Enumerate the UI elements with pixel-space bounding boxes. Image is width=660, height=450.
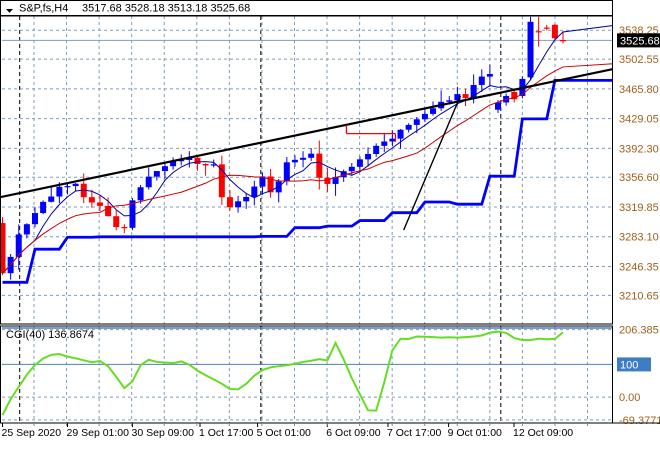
svg-text:7 Oct 17:00: 7 Oct 17:00 xyxy=(387,427,441,439)
svg-text:3392.30: 3392.30 xyxy=(619,143,659,155)
svg-text:3319.85: 3319.85 xyxy=(619,202,659,214)
svg-text:S&P,fs,H4: S&P,fs,H4 xyxy=(19,3,68,15)
svg-text:6 Oct 09:00: 6 Oct 09:00 xyxy=(326,427,380,439)
svg-text:3465.80: 3465.80 xyxy=(619,84,659,96)
svg-text:0.00: 0.00 xyxy=(619,392,640,404)
svg-text:3210.65: 3210.65 xyxy=(619,290,659,302)
svg-text:5 Oct 01:00: 5 Oct 01:00 xyxy=(257,427,311,439)
svg-text:3429.05: 3429.05 xyxy=(619,114,659,126)
svg-text:3356.60: 3356.60 xyxy=(619,172,659,184)
svg-text:3502.55: 3502.55 xyxy=(619,54,659,66)
svg-text:29 Sep 01:00: 29 Sep 01:00 xyxy=(67,427,130,439)
svg-text:30 Sep 09:00: 30 Sep 09:00 xyxy=(132,427,195,439)
svg-text:-69.3771: -69.3771 xyxy=(619,415,660,427)
svg-text:206.385: 206.385 xyxy=(619,325,659,337)
svg-text:25 Sep 2020: 25 Sep 2020 xyxy=(2,427,62,439)
svg-text:100: 100 xyxy=(620,359,638,371)
svg-text:CGI(40) 136.8674: CGI(40) 136.8674 xyxy=(6,329,94,341)
svg-text:3517.68 3528.18 3513.18 352: 3517.68 3528.18 3513.18 3525.68 xyxy=(82,3,250,15)
svg-text:3525.68: 3525.68 xyxy=(620,35,660,47)
svg-text:9 Oct 01:00: 9 Oct 01:00 xyxy=(448,427,502,439)
svg-text:3283.10: 3283.10 xyxy=(619,232,659,244)
svg-text:3246.35: 3246.35 xyxy=(619,261,659,273)
svg-text:1 Oct 17:00: 1 Oct 17:00 xyxy=(199,427,253,439)
svg-text:12 Oct 09:00: 12 Oct 09:00 xyxy=(513,427,573,439)
